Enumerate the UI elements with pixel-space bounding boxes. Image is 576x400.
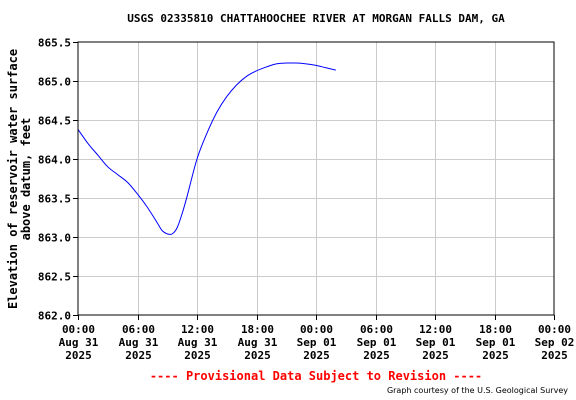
- x-tick-label-line: 2025: [363, 349, 390, 362]
- y-axis-label: Elevation of reservoir water surface abo…: [6, 49, 33, 309]
- x-tick-label-line: Aug 31: [238, 336, 278, 349]
- y-axis-ticks: 862.0 862.5 863.0 863.5 864.0 864.5 865.0 865.5: [38, 37, 78, 323]
- plot-area-frame: [77, 41, 555, 316]
- x-tick-label-line: Sep 01: [357, 336, 397, 349]
- x-tick-label-line: 06:00: [122, 323, 155, 336]
- x-tick-label-line: Sep 01: [297, 336, 337, 349]
- x-tick-label-line: Aug 31: [59, 336, 99, 349]
- x-tick-label-line: 18:00: [479, 323, 512, 336]
- x-tick-label-line: 2025: [244, 349, 271, 362]
- x-tick-label-line: Aug 31: [119, 336, 159, 349]
- x-tick-label-line: Sep 01: [416, 336, 456, 349]
- x-tick-label-line: 2025: [65, 349, 92, 362]
- series-line: [77, 62, 336, 235]
- y-tick-label: 865.0: [38, 76, 71, 89]
- y-tick-label: 865.5: [38, 37, 71, 50]
- x-tick-label-line: 2025: [125, 349, 152, 362]
- x-tick-label-line: 12:00: [419, 323, 452, 336]
- x-tick-label-line: 2025: [303, 349, 330, 362]
- x-tick-label-line: 2025: [541, 349, 568, 362]
- y-tick-label: 863.5: [38, 193, 71, 206]
- x-tick-label-line: Sep 02: [535, 336, 575, 349]
- x-tick-label-line: 06:00: [360, 323, 393, 336]
- x-tick-label-line: Sep 01: [476, 336, 516, 349]
- x-tick-label-line: 00:00: [538, 323, 571, 336]
- series-layer: [77, 62, 336, 235]
- y-axis-label-line-2: above datum, feet: [19, 118, 33, 241]
- x-tick-label-line: 18:00: [241, 323, 274, 336]
- graph-credit: Graph courtesy of the U.S. Geological Su…: [387, 386, 568, 395]
- x-tick-label-line: 2025: [184, 349, 211, 362]
- provisional-data-note: ---- Provisional Data Subject to Revisio…: [150, 369, 482, 383]
- y-tick-label: 864.0: [38, 154, 71, 167]
- x-tick-label-line: 2025: [422, 349, 449, 362]
- chart-title: USGS 02335810 CHATTAHOOCHEE RIVER AT MOR…: [127, 12, 505, 25]
- y-tick-label: 864.5: [38, 115, 71, 128]
- y-axis-label-line-1: Elevation of reservoir water surface: [6, 49, 20, 309]
- y-tick-label: 862.5: [38, 271, 71, 284]
- x-tick-label-line: 2025: [482, 349, 509, 362]
- grid: [78, 42, 554, 315]
- x-tick-label-line: 12:00: [181, 323, 214, 336]
- y-tick-label: 862.0: [38, 310, 71, 323]
- x-tick-label-line: 00:00: [62, 323, 95, 336]
- y-tick-label: 863.0: [38, 232, 71, 245]
- x-tick-label-line: 00:00: [300, 323, 333, 336]
- x-tick-label-line: Aug 31: [178, 336, 218, 349]
